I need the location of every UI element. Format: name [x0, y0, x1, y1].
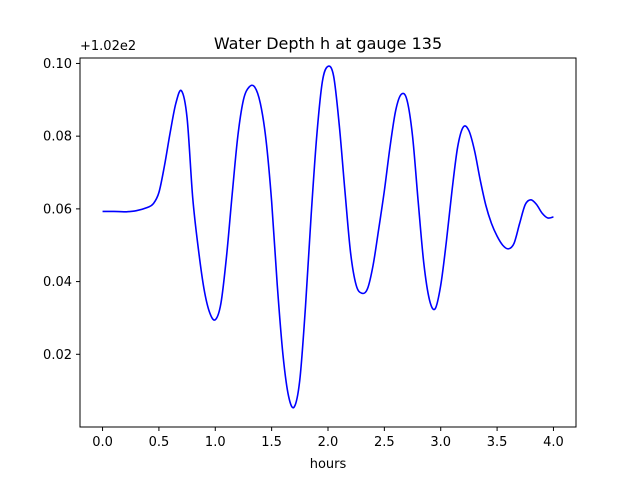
plot-frame	[79, 57, 577, 428]
x-axis-label: hours	[310, 457, 347, 472]
x-tick-label: 3.0	[430, 435, 451, 450]
plot-area	[102, 65, 554, 409]
x-tick-label: 2.5	[374, 435, 395, 450]
y-tick-label: 0.02	[43, 348, 72, 363]
y-tick-label: 0.10	[43, 57, 72, 72]
y-axis: 0.02 0.04 0.06 0.08 0.10	[43, 57, 80, 363]
x-tick-label: 4.0	[543, 435, 564, 450]
x-tick-label: 3.5	[487, 435, 508, 450]
x-tick-label: 0.0	[92, 435, 113, 450]
x-tick-label: 1.0	[205, 435, 226, 450]
x-tick-label: 1.5	[261, 435, 282, 450]
chart-title: Water Depth h at gauge 135	[214, 34, 442, 53]
y-tick-label: 0.08	[43, 130, 72, 145]
series-line	[102, 65, 554, 409]
y-offset-label: +1.02e2	[80, 39, 136, 54]
x-tick-label: 0.5	[149, 435, 170, 450]
x-axis: 0.0 0.5 1.0 1.5 2.0 2.5 3.0 3.5 4.0	[92, 427, 564, 450]
y-tick-label: 0.04	[43, 275, 72, 290]
y-tick-label: 0.06	[43, 202, 72, 217]
x-tick-label: 2.0	[318, 435, 339, 450]
